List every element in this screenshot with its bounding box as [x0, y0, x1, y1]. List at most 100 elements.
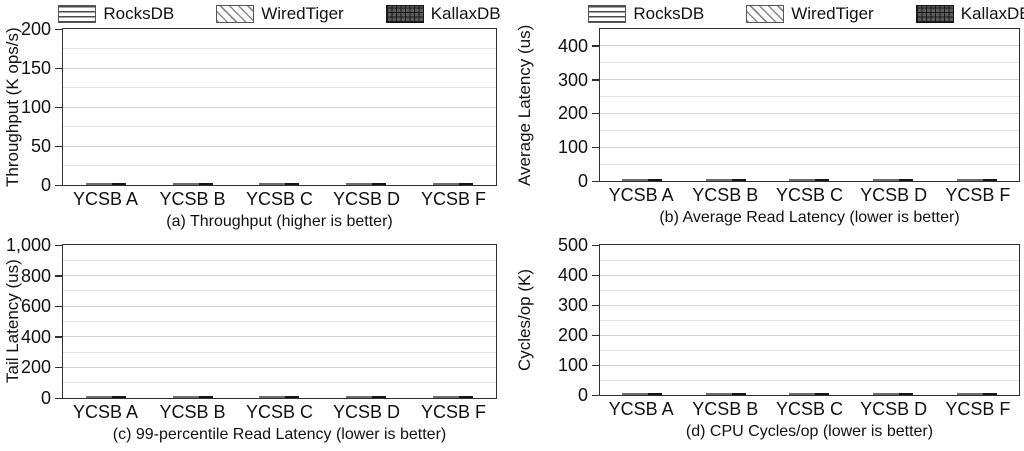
minor-gridline: [63, 126, 496, 127]
chart-cell-b: RocksDB WiredTiger KallaxDB Average Latency…: [512, 0, 1024, 226]
bar-kallaxdb: [112, 396, 127, 398]
y-tick-label: 300: [557, 69, 588, 90]
y-tick-mark: [592, 180, 600, 182]
bar-wiredtiger: [99, 396, 114, 398]
bar-wiredtiger: [185, 183, 200, 185]
major-gridline: [600, 45, 1019, 47]
bar-rocksdb: [432, 396, 447, 398]
bar-group-ycsb-f: [411, 183, 495, 185]
bar-wiredtiger: [99, 183, 114, 185]
bar-rocksdb: [86, 396, 101, 398]
legend-item-wiredtiger: WiredTiger: [216, 4, 344, 24]
bar-group-ycsb-a: [64, 183, 148, 185]
x-label: YCSB F: [420, 189, 486, 209]
plot-area: 0 100 200 300 400: [558, 28, 1020, 190]
bar-group-ycsb-d: [324, 183, 408, 185]
major-gridline: [600, 304, 1019, 306]
bar-rocksdb: [873, 393, 888, 395]
x-label: YCSB A: [608, 185, 674, 205]
bar-rocksdb: [259, 396, 274, 398]
y-tick-mark: [592, 79, 600, 81]
bar-group-ycsb-c: [768, 179, 852, 181]
bar-group-ycsb-f: [935, 179, 1019, 181]
bar-wiredtiger: [718, 393, 733, 395]
bar-kallaxdb: [372, 183, 387, 185]
bar-group-ycsb-b: [151, 183, 235, 185]
bar-wiredtiger: [359, 183, 374, 185]
x-category-labels: YCSB A YCSB B YCSB C YCSB D YCSB F: [62, 402, 497, 423]
x-label: YCSB C: [775, 185, 843, 205]
y-tick-label: 150: [20, 58, 51, 78]
minor-gridline: [63, 165, 496, 166]
y-tick-label: 0: [577, 171, 588, 191]
y-tick-mark: [592, 304, 600, 306]
major-gridline: [600, 334, 1019, 336]
y-tick-label: 100: [557, 355, 588, 375]
major-gridline: [63, 67, 496, 69]
minor-gridline: [600, 319, 1019, 321]
major-gridline: [600, 146, 1019, 148]
legend-label: KallaxDB: [960, 4, 1024, 23]
bar-group-ycsb-f: [935, 393, 1019, 395]
chart-caption-b: (b) Average Read Latency (lower is bette…: [659, 209, 960, 226]
legend-item-rocksdb: RocksDB: [588, 4, 704, 24]
chart-caption-c: (c) 99-percentile Read Latency (lower is…: [112, 426, 447, 443]
y-tick-label: 100: [20, 97, 51, 117]
major-gridline: [63, 145, 496, 147]
y-tick-mark: [55, 366, 63, 369]
legend: RocksDB WiredTiger KallaxDB: [588, 0, 1024, 28]
bar-rocksdb: [789, 393, 804, 395]
y-tick-label: 300: [557, 295, 588, 315]
bar-group-ycsb-a: [64, 396, 148, 398]
legend: RocksDB WiredTiger KallaxDB: [58, 0, 501, 28]
y-tick-label: 400: [557, 265, 588, 285]
major-gridline: [600, 364, 1019, 366]
x-label: YCSB C: [245, 402, 314, 422]
bar-wiredtiger: [634, 393, 649, 395]
bar-rocksdb: [346, 183, 361, 185]
bar-wiredtiger: [802, 393, 817, 395]
y-axis-label: Average Latency (us): [515, 24, 534, 186]
bar-rocksdb: [172, 396, 187, 398]
minor-gridline: [600, 379, 1019, 381]
bar-wiredtiger: [445, 396, 460, 398]
y-tick-label: 600: [20, 296, 51, 317]
chart-cell-d: Cycles/op (K) 0 100 200 300 400 500 YCSB A YCSB …: [512, 225, 1024, 451]
x-label: YCSB A: [72, 189, 139, 209]
minor-gridline: [600, 129, 1019, 131]
minor-gridline: [63, 259, 496, 261]
bar-rocksdb: [705, 393, 720, 395]
legend-label: WiredTiger: [791, 4, 874, 23]
bar-kallaxdb: [458, 396, 473, 398]
bar-rocksdb: [621, 393, 636, 395]
plot-area: 0 100 200 300 400 500: [558, 236, 1020, 404]
y-tick-label: 400: [20, 326, 51, 347]
minor-gridline: [600, 163, 1019, 165]
minor-gridline: [600, 96, 1019, 98]
bar-kallaxdb: [198, 396, 213, 398]
bar-rocksdb: [873, 179, 888, 181]
bar-kallaxdb: [647, 393, 662, 395]
bar-groups: [600, 29, 1019, 181]
bar-wiredtiger: [970, 179, 985, 181]
major-gridline: [600, 79, 1019, 81]
bar-rocksdb: [172, 183, 187, 185]
bar-group-ycsb-d: [851, 179, 935, 181]
dark-crosshatch-swatch-icon: [915, 5, 954, 23]
minor-gridline: [63, 382, 496, 384]
y-tick-label: 200: [20, 357, 51, 378]
bar-groups: [63, 245, 496, 398]
chart-caption-a: (a) Throughput (higher is better): [166, 213, 393, 230]
x-label: YCSB B: [692, 185, 759, 205]
bar-group-ycsb-b: [684, 179, 768, 181]
x-label: YCSB B: [159, 189, 226, 209]
bar-group-ycsb-f: [411, 396, 495, 398]
major-gridline: [600, 112, 1019, 114]
major-gridline: [63, 106, 496, 108]
minor-gridline: [600, 349, 1019, 351]
bar-rocksdb: [621, 179, 636, 181]
bar-group-ycsb-c: [768, 393, 852, 395]
x-label: YCSB D: [332, 189, 401, 209]
bar-rocksdb: [957, 393, 972, 395]
